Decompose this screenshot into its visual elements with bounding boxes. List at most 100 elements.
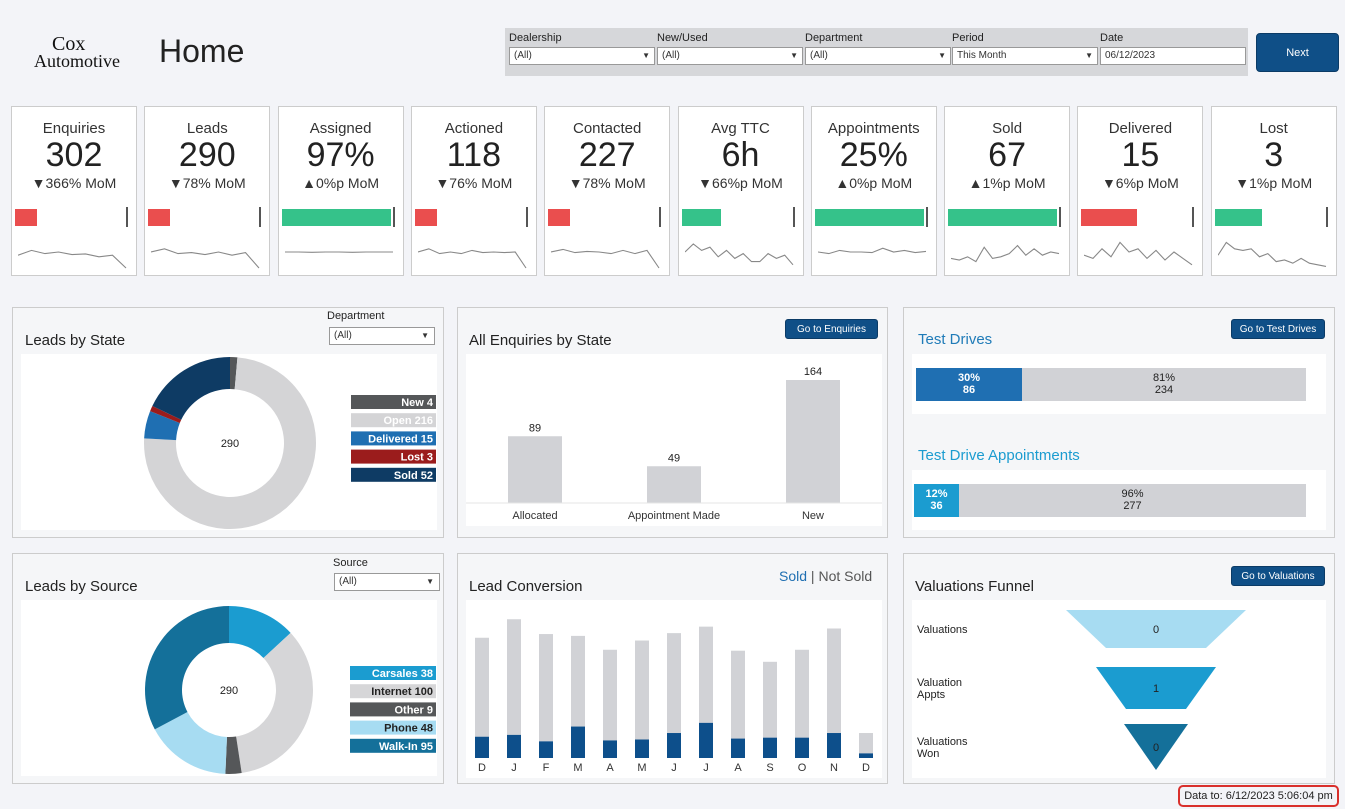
category-label: Allocated — [512, 510, 557, 522]
kpi-target-marker — [1325, 207, 1328, 227]
kpi-title: Actioned — [444, 120, 504, 137]
logo-line2: Automotive — [34, 51, 120, 71]
right-pct: 96% — [1121, 488, 1144, 500]
kpi-card-avg-ttc[interactable]: Avg TTC 6h ▼66%p MoM — [677, 106, 804, 276]
not-sold-bar[interactable] — [859, 733, 873, 754]
leads-by-source-panel: Leads by Source Source (All) ▼ 290 Carsale… — [12, 553, 444, 784]
kpi-card-enquiries[interactable]: Enquiries 302 ▼366% MoM — [11, 106, 137, 276]
legend-label: Lost 3 — [401, 452, 433, 464]
not-sold-bar[interactable] — [539, 634, 553, 742]
department-select[interactable]: (All) ▼ — [805, 47, 951, 65]
sold-bar[interactable] — [827, 733, 841, 758]
sold-bar[interactable] — [507, 734, 521, 758]
sold-bar[interactable] — [667, 733, 681, 758]
legend-swatch — [351, 467, 436, 482]
not-sold-bar[interactable] — [635, 640, 649, 740]
enquiry-bar[interactable] — [786, 380, 840, 503]
sold-bar[interactable] — [859, 753, 873, 758]
not-sold-bar[interactable] — [571, 635, 585, 727]
sold-bar[interactable] — [731, 738, 745, 758]
donut-slice[interactable] — [145, 606, 229, 730]
not-sold-bar[interactable] — [827, 628, 841, 734]
right-count: 234 — [1154, 384, 1174, 396]
donut-slice[interactable] — [150, 406, 182, 424]
donut-slice[interactable] — [154, 712, 227, 774]
kpi-target-marker — [1192, 207, 1195, 227]
date-input[interactable]: 06/12/2023 — [1100, 47, 1246, 65]
test-drives-title: Test Drives — [918, 331, 993, 348]
go-to-test-drives-button[interactable]: Go to Test Drives — [1231, 319, 1325, 339]
leads-state-department-select[interactable]: (All) ▼ — [329, 327, 435, 345]
next-button[interactable]: Next — [1256, 33, 1339, 72]
not-sold-bar[interactable] — [667, 633, 681, 734]
kpi-value: 25% — [839, 136, 908, 174]
sold-bar[interactable] — [699, 722, 713, 758]
right-segment[interactable]: 81% 234 — [1022, 368, 1306, 401]
not-sold-bar[interactable] — [795, 649, 809, 738]
donut-slice[interactable] — [144, 411, 180, 441]
kpi-progress-bar — [15, 209, 37, 226]
sold-bar[interactable] — [539, 741, 553, 758]
department-filter-label: Department — [327, 310, 385, 322]
kpi-progress-bar — [681, 209, 721, 226]
right-segment[interactable]: 96% 277 — [959, 484, 1306, 517]
sold-bar[interactable] — [795, 737, 809, 758]
left-segment[interactable]: 30% 86 — [916, 368, 1022, 401]
sparkline-line — [551, 248, 660, 269]
go-to-valuations-button[interactable]: Go to Valuations — [1231, 566, 1325, 586]
right-pct: 81% — [1152, 372, 1176, 384]
sold-bar[interactable] — [475, 736, 489, 758]
donut-slice[interactable] — [229, 606, 291, 659]
filter-department: Department (All) ▼ — [805, 32, 951, 65]
donut-slice[interactable] — [236, 632, 314, 774]
not-sold-bar[interactable] — [763, 661, 777, 738]
donut-slice[interactable] — [152, 357, 230, 420]
new-used-select[interactable]: (All) ▼ — [657, 47, 803, 65]
kpi-value: 15 — [1121, 136, 1160, 174]
sold-bar[interactable] — [603, 740, 617, 758]
sold-bar[interactable] — [635, 739, 649, 759]
not-sold-bar[interactable] — [475, 637, 489, 737]
enquiry-bar[interactable] — [508, 436, 562, 503]
funnel-stage[interactable] — [1124, 724, 1188, 770]
donut-slice[interactable] — [144, 357, 316, 529]
legend-label: Other 9 — [394, 704, 433, 716]
kpi-card-contacted[interactable]: Contacted 227 ▼78% MoM — [544, 106, 671, 276]
source-select[interactable]: (All) ▼ — [334, 573, 440, 591]
not-sold-bar[interactable] — [507, 619, 521, 735]
period-select[interactable]: This Month ▼ — [952, 47, 1098, 65]
legend-swatch — [351, 395, 436, 409]
funnel-stage[interactable] — [1066, 610, 1246, 648]
sold-bar[interactable] — [763, 737, 777, 758]
kpi-target-marker — [659, 207, 662, 227]
kpi-card-lost[interactable]: Lost 3 ▼1%p MoM — [1210, 106, 1337, 276]
go-to-enquiries-button[interactable]: Go to Enquiries — [785, 319, 878, 339]
kpi-card-assigned[interactable]: Assigned 97% ▲0%p MoM — [277, 106, 404, 276]
not-sold-bar[interactable] — [731, 650, 745, 739]
not-sold-bar[interactable] — [603, 649, 617, 741]
sold-bar[interactable] — [571, 726, 585, 758]
department-value: (All) — [810, 50, 828, 61]
donut-center-value: 290 — [220, 685, 238, 697]
month-label: A — [606, 762, 614, 774]
filter-date: Date 06/12/2023 — [1100, 32, 1246, 65]
funnel-stage[interactable] — [1096, 667, 1216, 709]
filter-dealership: Dealership (All) ▼ — [509, 32, 655, 65]
chevron-down-icon: ▼ — [790, 51, 798, 60]
enquiry-bar[interactable] — [647, 466, 701, 503]
donut-slice[interactable] — [225, 736, 242, 774]
kpi-card-sold[interactable]: Sold 67 ▲1%p MoM — [944, 106, 1071, 276]
sparkline-line — [951, 244, 1060, 263]
kpi-card-delivered[interactable]: Delivered 15 ▼6%p MoM — [1077, 106, 1204, 276]
funnel-label-line: Valuation — [917, 677, 962, 689]
kpi-card-appointments[interactable]: Appointments 25% ▲0%p MoM — [810, 106, 937, 276]
left-segment[interactable]: 12% 36 — [914, 484, 959, 517]
kpi-card-actioned[interactable]: Actioned 118 ▼76% MoM — [410, 106, 537, 276]
sparkline-line — [151, 248, 260, 269]
kpi-card-leads[interactable]: Leads 290 ▼78% MoM — [144, 106, 271, 276]
dealership-select[interactable]: (All) ▼ — [509, 47, 655, 65]
donut-slice[interactable] — [230, 357, 238, 390]
month-label: A — [734, 762, 742, 774]
month-label: D — [862, 762, 870, 774]
not-sold-bar[interactable] — [699, 626, 713, 723]
